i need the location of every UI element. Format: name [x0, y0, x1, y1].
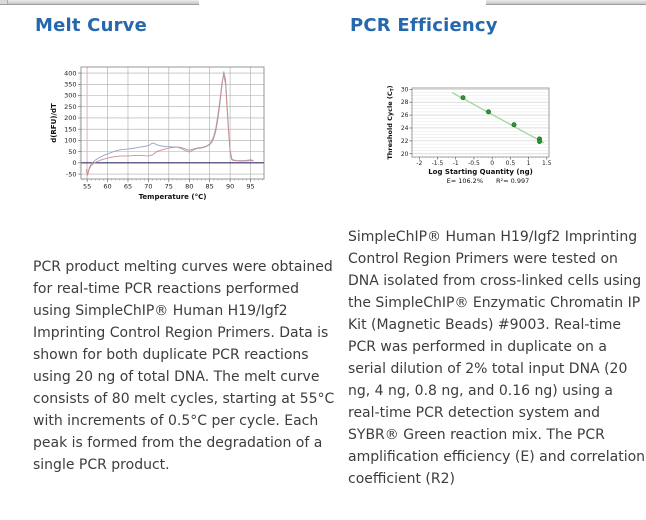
svg-text:30: 30 [401, 86, 409, 93]
eff-x-axis-label: Log Starting Quantity (ng) [428, 168, 533, 176]
svg-text:20: 20 [401, 151, 409, 158]
eff-y-axis-label: Threshold Cycle (CT) [386, 85, 396, 159]
svg-text:-1: -1 [453, 160, 459, 167]
svg-text:-0.5: -0.5 [468, 160, 480, 167]
svg-text:150: 150 [64, 125, 76, 133]
svg-text:50: 50 [68, 148, 76, 156]
svg-text:85: 85 [206, 183, 214, 191]
horizontal-scrollbar-left[interactable] [0, 0, 199, 5]
svg-text:1.5: 1.5 [542, 160, 552, 167]
melt-x-axis-label: Temperature (°C) [139, 193, 207, 201]
data-point [537, 139, 542, 144]
r-squared-value: R²= 0.997 [496, 177, 529, 185]
svg-text:26: 26 [401, 112, 409, 119]
series-pcr-replicate-2-red [85, 74, 254, 176]
pcr-efficiency-plot: -2 -1.5 -1 -0.5 0 0.5 1 1.5 20 22 24 26 28 30 Log Star… [386, 85, 552, 185]
svg-text:0: 0 [72, 159, 76, 167]
svg-text:70: 70 [144, 183, 152, 191]
pcr-efficiency-chart: -2 -1.5 -1 -0.5 0 0.5 1 1.5 20 22 24 26 28 30 Log Star… [384, 74, 570, 198]
svg-text:90: 90 [226, 183, 234, 191]
melt-curve-plot: 55 60 65 70 75 80 85 90 95 -50 0 50 100 150 200 250 300 3… [50, 66, 265, 201]
svg-text:-50: -50 [66, 170, 77, 178]
melt-curve-caption: PCR product melting curves were obtained… [33, 259, 335, 473]
pcr-efficiency-caption: SimpleChIP® Human H19/Igf2 Imprinting Co… [348, 229, 646, 487]
svg-text:250: 250 [64, 103, 76, 111]
svg-text:80: 80 [185, 183, 193, 191]
svg-text:95: 95 [246, 183, 254, 191]
svg-text:350: 350 [64, 80, 76, 88]
melt-curve-heading: Melt Curve [35, 15, 148, 36]
data-point [486, 109, 491, 115]
horizontal-scrollbar-right[interactable] [486, 0, 646, 5]
svg-text:1: 1 [527, 160, 531, 167]
scrollbar-end-cap [0, 0, 8, 4]
data-point [511, 122, 517, 128]
svg-text:60: 60 [103, 183, 111, 191]
svg-text:24: 24 [401, 125, 409, 132]
svg-text:100: 100 [64, 137, 76, 145]
svg-text:55: 55 [83, 183, 91, 191]
svg-text:22: 22 [401, 138, 409, 145]
standard-curve-trendline [451, 91, 545, 144]
melt-curve-chart: 55 60 65 70 75 80 85 90 95 -50 0 50 100 150 200 250 300 3… [44, 62, 270, 212]
svg-text:200: 200 [64, 114, 76, 122]
efficiency-value: E= 106.2% [447, 177, 483, 185]
svg-text:400: 400 [64, 69, 76, 77]
melt-y-axis-label: d(RFU)/dT [50, 103, 58, 143]
svg-text:75: 75 [165, 183, 173, 191]
data-point [460, 95, 466, 101]
svg-text:65: 65 [124, 183, 132, 191]
svg-text:0.5: 0.5 [506, 160, 516, 167]
svg-text:0: 0 [490, 160, 494, 167]
svg-text:-2: -2 [416, 160, 422, 167]
svg-text:28: 28 [401, 99, 409, 106]
pcr-efficiency-heading: PCR Efficiency [350, 15, 498, 36]
svg-text:300: 300 [64, 92, 76, 100]
svg-text:-1.5: -1.5 [432, 160, 444, 167]
